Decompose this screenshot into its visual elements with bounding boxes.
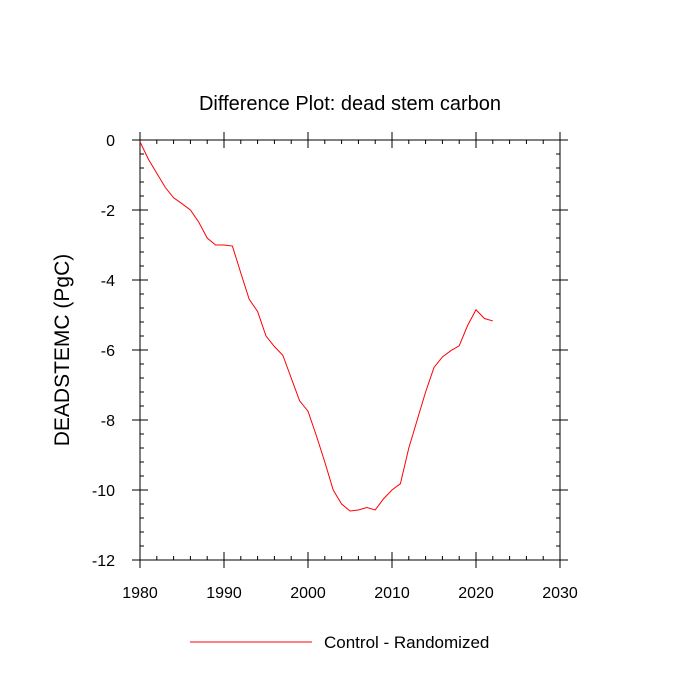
x-tick-label: 2000 (290, 585, 326, 602)
y-tick-label: -6 (101, 343, 115, 360)
x-tick-label: 2020 (458, 585, 494, 602)
y-tick-label: -8 (101, 413, 115, 430)
y-tick-label: -2 (101, 203, 115, 220)
x-tick-label: 2030 (542, 585, 578, 602)
y-tick-label: -12 (92, 553, 115, 570)
x-tick-label: 2010 (374, 585, 410, 602)
plot-frame (139, 139, 561, 561)
axis-tick-labels: 1980 1990 2000 2010 2020 2030 0 -2 -4 -6 -8 -10 -12 (92, 133, 578, 602)
series-line-control-randomized (139, 141, 493, 512)
legend-label-control-randomized: Control - Randomized (324, 633, 489, 652)
chart-title: Difference Plot: dead stem carbon (199, 93, 501, 115)
y-tick-label: -4 (101, 273, 115, 290)
x-tick-label: 1980 (122, 585, 158, 602)
y-tick-label: -10 (92, 483, 115, 500)
axis-ticks (132, 132, 568, 568)
x-tick-label: 1990 (206, 585, 242, 602)
y-axis-label: DEADSTEMC (PgC) (51, 254, 74, 447)
y-tick-label: 0 (106, 133, 115, 150)
